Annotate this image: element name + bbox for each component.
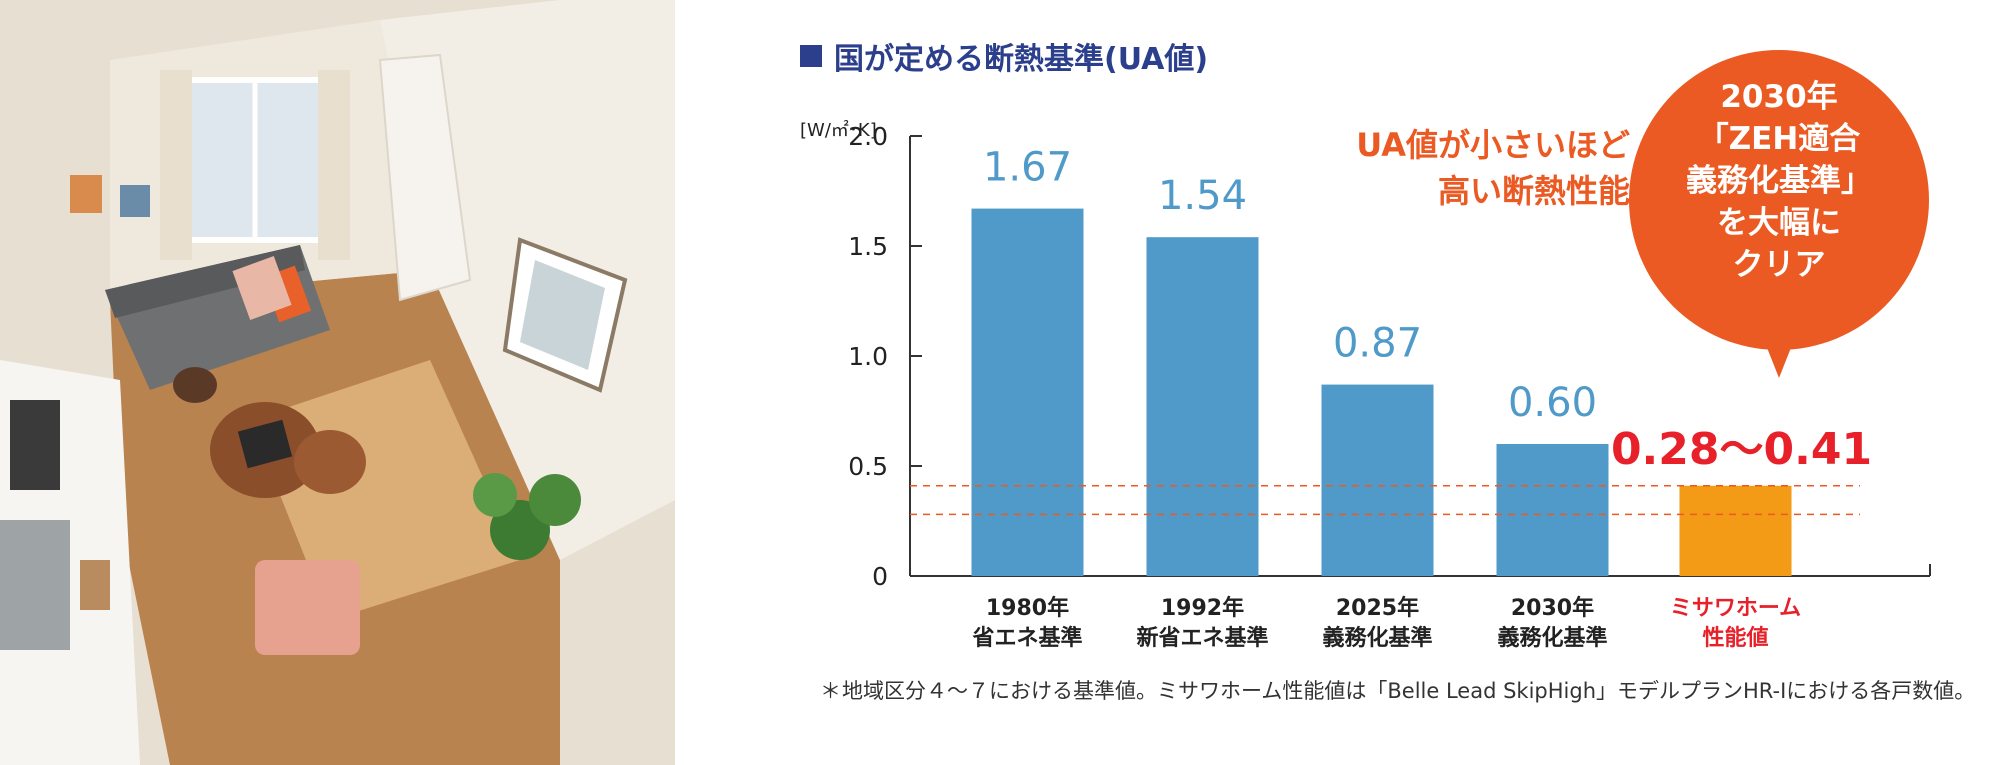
annotation-line-1: UA値が小さいほど [1356,126,1630,164]
bar [1496,444,1609,576]
y-tick-label: 0.5 [848,452,888,481]
footnote-text: 地域区分４～７における基準値。ミサワホーム性能値は「Belle Lead Ski… [842,679,1976,703]
category-label: 義務化基準 [1322,625,1432,651]
section-title-text: 国が定める断熱基準(UA値) [834,42,1209,77]
callout-text: 2030年 「ZEH適合 義務化基準」 を大幅に クリア [1656,76,1902,286]
bar [1321,384,1434,576]
category-label: 省エネ基準 [971,625,1082,651]
footnote-mark: ＊ [820,679,841,703]
interior-photo [0,0,675,765]
callout-bubble-pointer [1762,335,1796,378]
y-tick-label: 1.0 [848,342,888,371]
bar [1146,237,1259,576]
category-label: 2030年 [1511,595,1594,621]
bar [1679,485,1792,576]
y-axis-unit-label: [W/㎡･K] [800,119,877,141]
y-tick-label: 1.5 [848,232,888,261]
callout-bubble-circle [1629,50,1929,350]
category-label: 新省エネ基準 [1136,625,1268,651]
y-tick-label: 2.0 [848,122,888,151]
bar [971,208,1084,576]
bar-value-label: 0.60 [1508,380,1597,426]
callout-bubble [1629,50,1929,378]
chart-axes: [W/㎡･K]2.0 1.5 1.0 0.5 0 [800,119,1931,591]
bar-value-label: 0.87 [1333,321,1422,367]
callout-line-3: 義務化基準」 [1686,163,1872,199]
annotation-text: UA値が小さいほど 高い断熱性能 [1260,122,1630,214]
callout-line-1: 2030年 [1720,79,1838,115]
category-label: 2025年 [1336,595,1419,621]
y-tick-label: 0 [872,562,888,591]
category-label: ミサワホーム [1670,596,1801,621]
title-square-icon [800,45,822,67]
callout-line-4: を大幅に [1717,205,1841,241]
annotation-line-2: 高い断熱性能 [1437,172,1630,210]
bar-value-label: 1.54 [1158,173,1247,219]
bar-value-label: 1.67 [983,145,1072,191]
category-label: 1980年 [986,595,1069,621]
callout-line-5: クリア [1732,247,1826,283]
reference-lines [910,485,1860,516]
living-room-illustration [0,0,675,765]
bar-value-label: 0.28～0.41 [1611,424,1872,475]
footnote: ＊ 地域区分４～７における基準値。ミサワホーム性能値は「Belle Lead S… [820,676,1980,706]
section-title: 国が定める断熱基準(UA値) [800,34,1208,78]
category-label: 性能値 [1702,625,1768,651]
category-label: 義務化基準 [1497,625,1607,651]
chart-labels: 1.671980年省エネ基準1.541992年新省エネ基準0.872025年義務… [971,145,1872,651]
category-label: 1992年 [1161,595,1244,621]
callout-line-2: 「ZEH適合 [1697,121,1861,157]
